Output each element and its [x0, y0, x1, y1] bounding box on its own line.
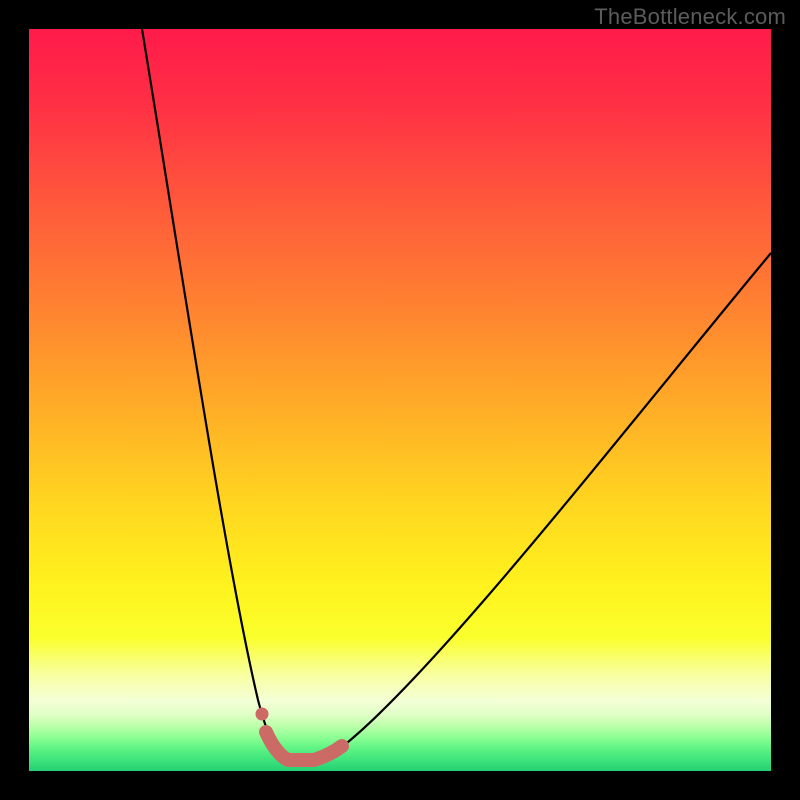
- trough-dot: [256, 708, 269, 721]
- watermark-text: TheBottleneck.com: [594, 4, 786, 30]
- bottleneck-chart: [0, 0, 800, 800]
- chart-container: TheBottleneck.com: [0, 0, 800, 800]
- plot-background: [29, 29, 771, 771]
